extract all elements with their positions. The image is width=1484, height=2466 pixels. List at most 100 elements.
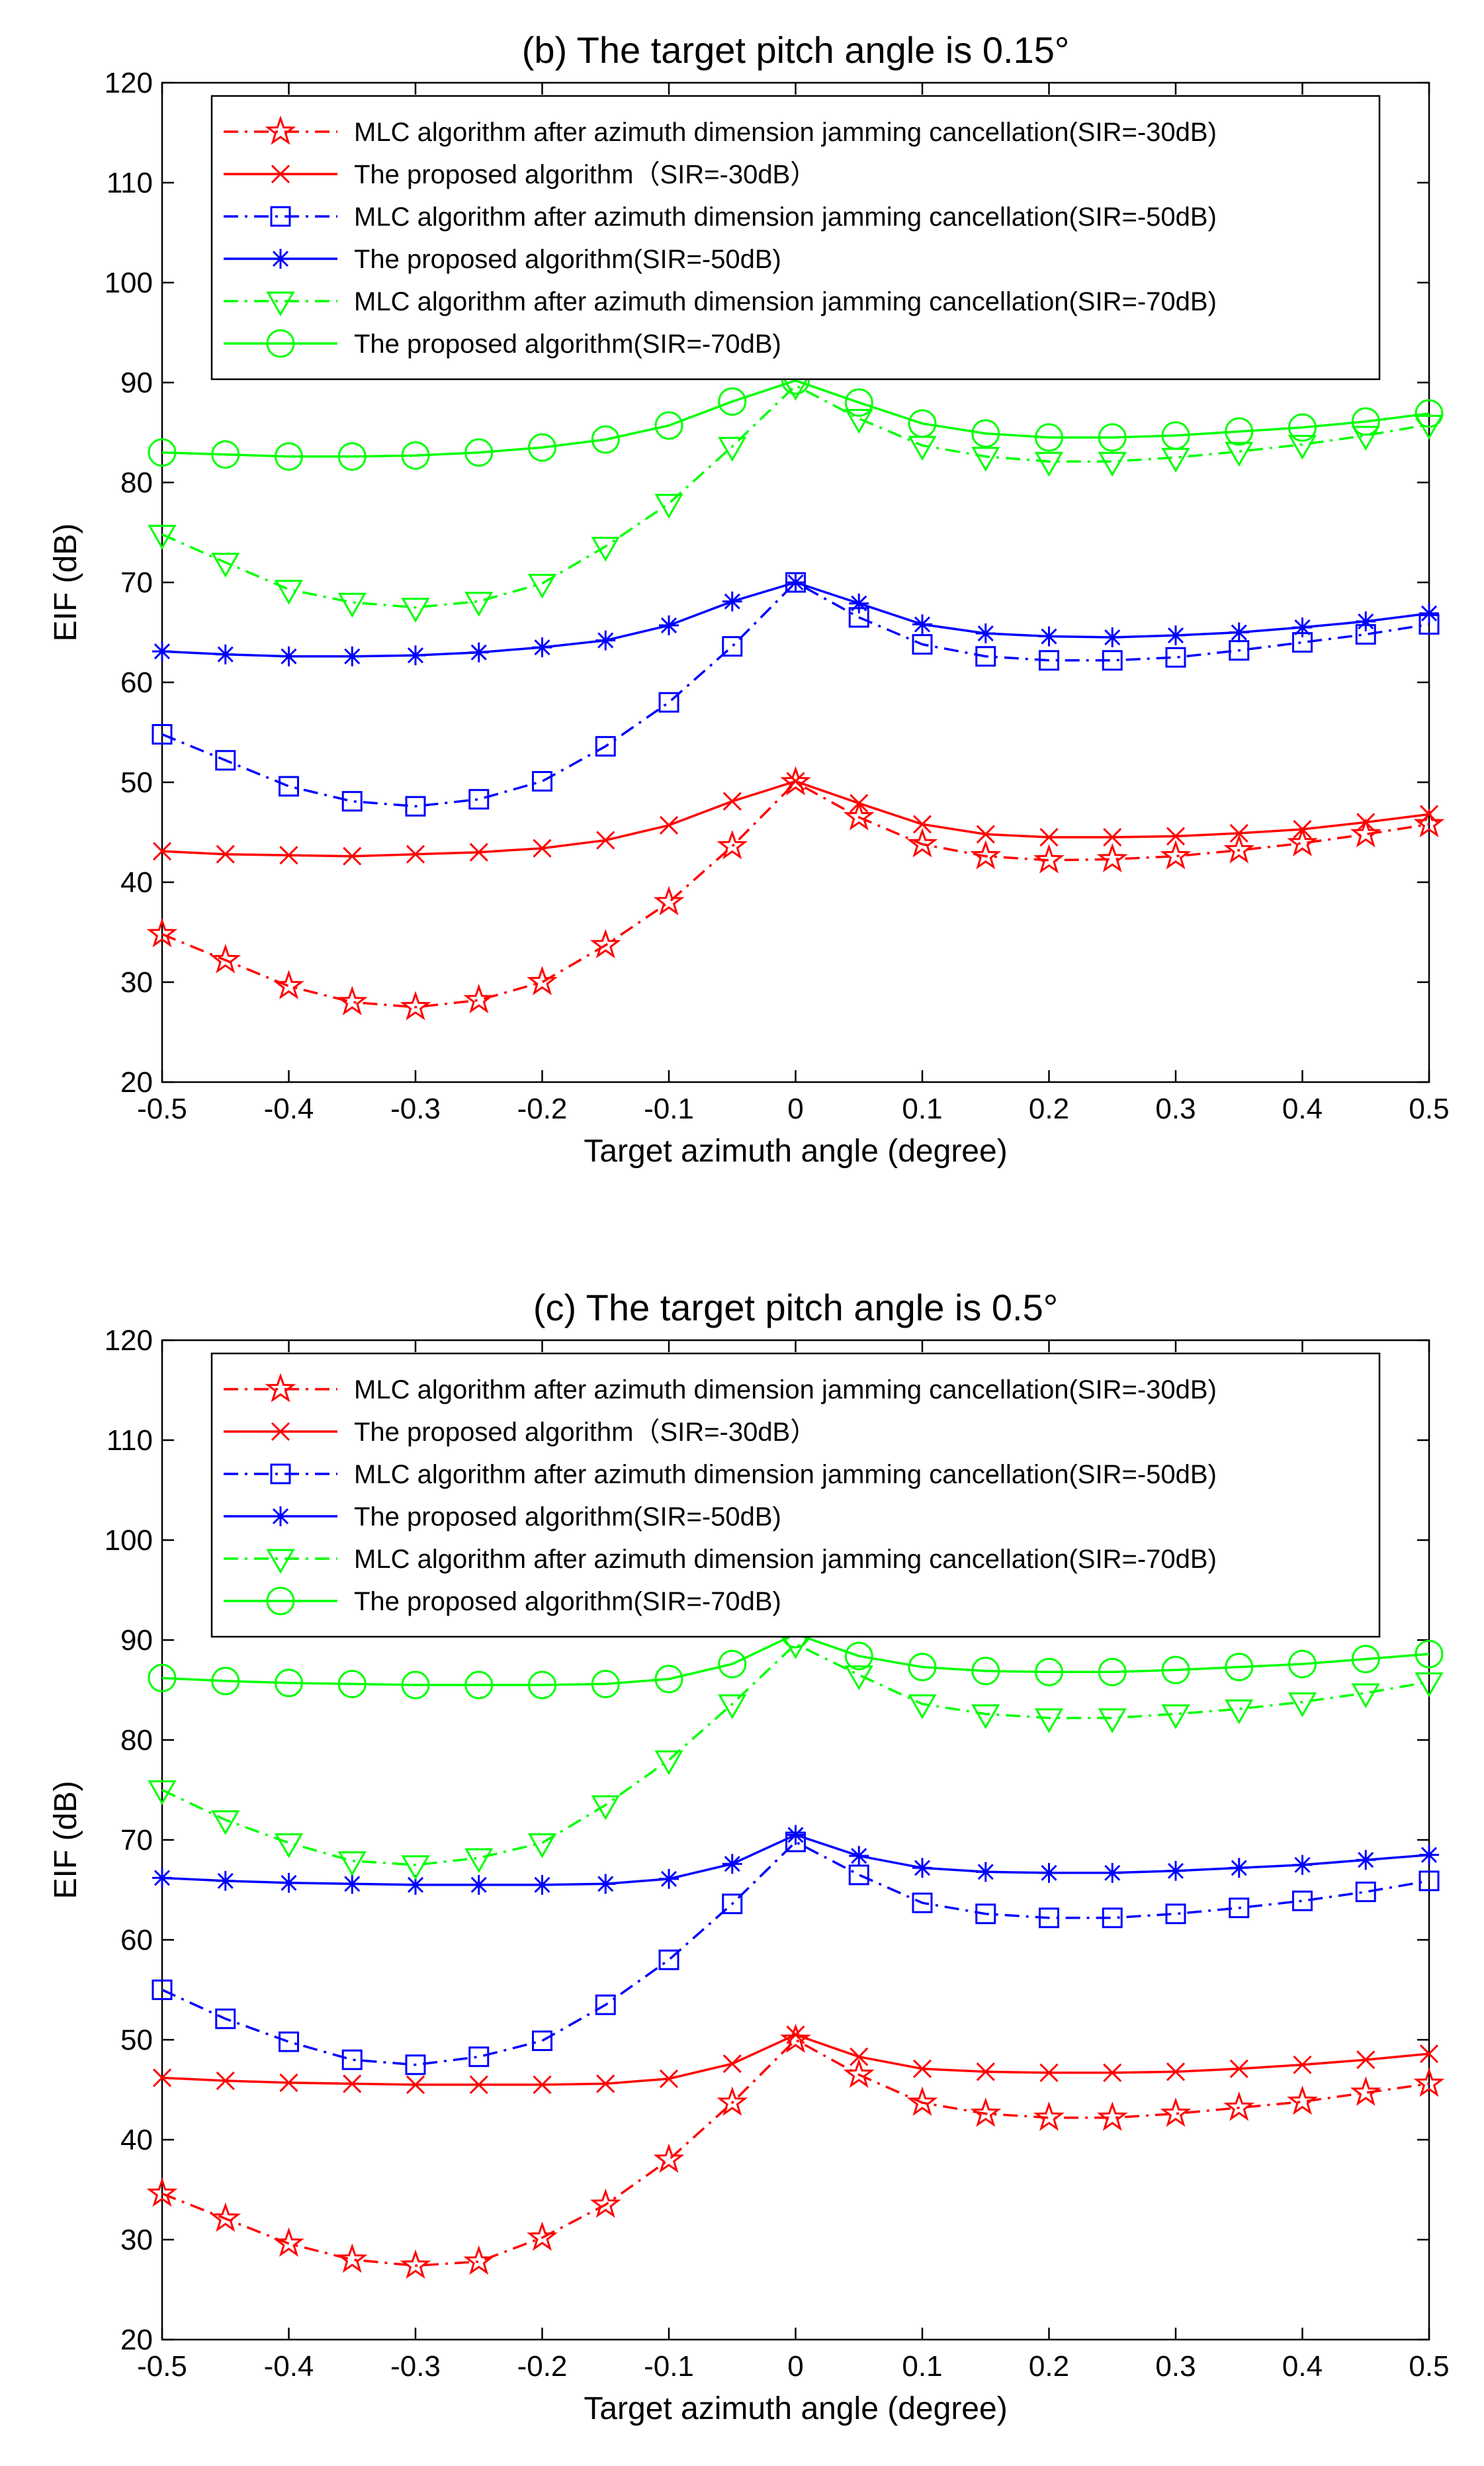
data-point bbox=[1166, 827, 1186, 846]
data-point bbox=[148, 525, 177, 550]
data-point bbox=[1415, 414, 1444, 440]
data-point bbox=[464, 1848, 494, 1874]
data-point bbox=[1161, 1704, 1190, 1729]
x-tick-label: -0.2 bbox=[517, 1093, 568, 1125]
data-point bbox=[971, 447, 1000, 472]
data-point bbox=[912, 1892, 933, 1913]
y-tick-label: 100 bbox=[105, 267, 153, 299]
legend-label: The proposed algorithm(SIR=-50dB) bbox=[354, 1502, 781, 1531]
data-point bbox=[337, 1669, 367, 1698]
data-point bbox=[1035, 1657, 1063, 1686]
data-point bbox=[591, 1669, 620, 1698]
data-point bbox=[342, 646, 363, 666]
data-point bbox=[595, 1994, 616, 2015]
data-point bbox=[469, 2075, 488, 2095]
data-point bbox=[1351, 1645, 1380, 1674]
legend-item: MLC algorithm after azimuth dimension ja… bbox=[224, 1460, 1217, 1489]
data-point bbox=[976, 2062, 995, 2081]
data-point bbox=[532, 637, 552, 658]
data-point bbox=[1351, 1683, 1380, 1709]
legend-box bbox=[210, 95, 1381, 381]
data-point bbox=[273, 970, 304, 999]
legend-item: The proposed algorithm(SIR=-70dB) bbox=[224, 329, 781, 359]
data-point bbox=[591, 537, 620, 562]
legend-item: MLC algorithm after azimuth dimension ja… bbox=[224, 1545, 1217, 1575]
y-tick-label: 30 bbox=[120, 2224, 153, 2256]
data-point bbox=[532, 1874, 552, 1895]
data-point bbox=[406, 2075, 425, 2095]
legend-label: MLC algorithm after azimuth dimension ja… bbox=[354, 203, 1217, 232]
data-point bbox=[279, 646, 299, 666]
data-point bbox=[1098, 451, 1127, 477]
y-tick-label: 90 bbox=[120, 1624, 153, 1657]
data-point bbox=[1350, 817, 1381, 848]
data-point bbox=[589, 929, 621, 959]
series-2 bbox=[152, 2025, 1439, 2095]
data-point bbox=[658, 692, 679, 713]
data-point bbox=[1102, 650, 1123, 671]
data-point bbox=[1229, 1897, 1250, 1919]
data-point bbox=[275, 1668, 303, 1698]
data-point bbox=[844, 408, 873, 434]
data-point bbox=[273, 2227, 304, 2257]
data-point bbox=[274, 1833, 304, 1858]
data-point bbox=[1288, 413, 1317, 442]
data-point bbox=[1415, 1639, 1444, 1668]
data-point bbox=[463, 983, 495, 1014]
legend-marker bbox=[266, 1549, 295, 1575]
data-point bbox=[844, 1641, 873, 1670]
y-axis-label: EIF (dB) bbox=[48, 1781, 83, 1899]
data-point bbox=[337, 592, 367, 618]
data-point bbox=[469, 843, 488, 862]
data-point bbox=[279, 2073, 298, 2092]
data-point bbox=[659, 1868, 679, 1889]
data-point bbox=[1165, 647, 1186, 668]
data-point bbox=[527, 966, 558, 995]
legend-item: MLC algorithm after azimuth dimension ja… bbox=[224, 203, 1217, 232]
x-tick-label: -0.3 bbox=[390, 1093, 441, 1125]
data-point bbox=[152, 842, 172, 861]
x-tick-label: -0.1 bbox=[644, 2350, 694, 2383]
y-tick-label: 60 bbox=[120, 666, 153, 699]
data-point bbox=[1355, 1882, 1376, 1903]
data-point bbox=[406, 645, 425, 666]
x-tick-label: -0.4 bbox=[264, 1093, 314, 1125]
data-point bbox=[971, 419, 1000, 448]
legend-marker bbox=[271, 164, 290, 184]
data-point bbox=[1161, 1655, 1190, 1684]
y-tick-label: 80 bbox=[120, 467, 153, 499]
data-point bbox=[970, 2097, 1002, 2127]
data-point bbox=[1039, 1907, 1059, 1929]
data-point bbox=[464, 1670, 494, 1700]
legend-item: MLC algorithm after azimuth dimension ja… bbox=[224, 287, 1217, 317]
data-point bbox=[1102, 1862, 1123, 1883]
legend-label: The proposed algorithm（SIR=-30dB） bbox=[354, 1418, 816, 1447]
x-tick-label: 0.2 bbox=[1029, 2350, 1069, 2383]
data-point bbox=[401, 1670, 430, 1700]
data-point bbox=[1165, 1903, 1186, 1925]
data-point bbox=[279, 1872, 299, 1893]
data-point bbox=[400, 991, 431, 1021]
data-point bbox=[1293, 819, 1312, 839]
series-3 bbox=[152, 1831, 1440, 2076]
legend-label: The proposed algorithm(SIR=-70dB) bbox=[354, 330, 781, 359]
series-4 bbox=[152, 1825, 1439, 1895]
x-tick-label: 0.2 bbox=[1029, 1093, 1069, 1125]
data-point bbox=[1288, 1649, 1317, 1678]
data-point bbox=[1223, 834, 1255, 864]
data-point bbox=[211, 1810, 240, 1835]
data-point bbox=[1356, 813, 1375, 832]
data-point bbox=[659, 615, 679, 635]
data-point bbox=[405, 796, 426, 817]
data-point bbox=[1166, 2062, 1186, 2081]
y-tick-label: 90 bbox=[120, 367, 153, 399]
x-tick-label: 0 bbox=[787, 2350, 803, 2383]
data-point bbox=[654, 411, 683, 440]
data-point bbox=[1096, 2101, 1128, 2131]
data-point bbox=[1229, 2059, 1248, 2078]
data-point bbox=[785, 1825, 806, 1845]
data-point bbox=[906, 828, 938, 858]
data-point bbox=[216, 2071, 235, 2090]
data-point bbox=[211, 440, 240, 469]
